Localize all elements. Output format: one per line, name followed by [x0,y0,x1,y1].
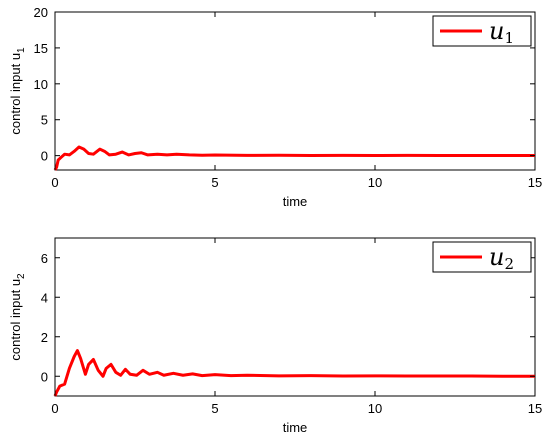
ticks-layer: 0 5 10 15 0 2 4 6 [41,238,542,416]
subplot-u2: 0 5 10 15 0 2 4 6 time control input u2 u2 [8,237,542,434]
series-line [53,145,535,171]
x-tick-label: 5 [211,401,218,416]
series-line [53,349,535,397]
subplot-u1: 0 5 10 15 0 5 10 15 20 time control input u1 u1 [8,5,542,209]
series-layer [53,349,535,397]
y-tick-label: 0 [41,149,48,164]
x-axis-label: time [283,194,308,209]
x-tick-label: 15 [528,401,542,416]
y-tick-label: 15 [34,41,48,56]
y-tick-label: 6 [41,251,48,266]
series-layer [53,145,535,171]
x-tick-label: 0 [51,401,58,416]
x-tick-label: 10 [368,175,382,190]
y-tick-label: 20 [34,5,48,20]
y-axis-label: control input u2 [8,273,27,361]
y-tick-label: 2 [41,330,48,345]
legend: u1 [432,15,532,47]
x-tick-label: 10 [368,401,382,416]
legend-label: u1 [489,17,514,47]
x-tick-label: 5 [211,175,218,190]
y-tick-label: 0 [41,369,48,384]
ticks-layer: 0 5 10 15 0 5 10 15 20 [34,5,543,190]
x-tick-label: 0 [51,175,58,190]
x-axis-label: time [283,420,308,434]
y-axis-label: control input u1 [8,47,27,135]
y-tick-label: 5 [41,113,48,128]
x-tick-label: 15 [528,175,542,190]
legend-label: u2 [489,243,514,273]
y-tick-label: 4 [41,290,48,305]
legend: u2 [432,241,532,273]
y-tick-label: 10 [34,77,48,92]
